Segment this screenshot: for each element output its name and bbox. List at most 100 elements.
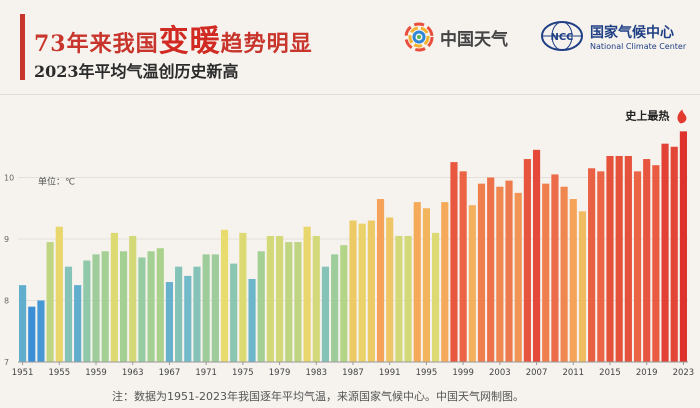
bar-1991 bbox=[386, 217, 394, 362]
x-tick-label: 2015 bbox=[599, 368, 621, 378]
bar-2003 bbox=[496, 186, 504, 362]
page-title: 73年来我国变暖趋势明显 bbox=[34, 16, 313, 60]
title-accent-bar bbox=[20, 14, 25, 80]
y-tick-label: 10 bbox=[4, 174, 14, 183]
bar-2011 bbox=[569, 199, 577, 362]
x-tick-label: 2023 bbox=[673, 368, 695, 378]
page-subtitle: 2023年平均气温创历史新高 bbox=[34, 62, 239, 81]
hottest-annotation: 史上最热 bbox=[625, 108, 669, 122]
bar-1953 bbox=[37, 300, 45, 362]
bar-1999 bbox=[459, 171, 467, 362]
bar-1985 bbox=[331, 254, 339, 362]
x-tick-label: 1955 bbox=[48, 368, 70, 378]
bar-1968 bbox=[175, 266, 183, 362]
bar-1978 bbox=[266, 235, 274, 362]
bar-1958 bbox=[83, 260, 91, 362]
bar-1952 bbox=[28, 306, 36, 362]
x-tick-label: 1963 bbox=[122, 368, 144, 378]
bar-1962 bbox=[119, 251, 128, 362]
bar-1998 bbox=[450, 162, 458, 362]
bar-2019 bbox=[643, 159, 651, 362]
bar-1973 bbox=[220, 229, 229, 362]
bar-2022 bbox=[670, 146, 678, 362]
y-tick-label: 8 bbox=[4, 297, 9, 306]
bar-2002 bbox=[487, 177, 495, 362]
bar-2007 bbox=[532, 149, 541, 362]
ncc-name-cn: 国家气候中心 bbox=[590, 24, 674, 41]
x-tick-label: 1959 bbox=[85, 368, 107, 378]
bar-2014 bbox=[597, 171, 605, 362]
bar-2005 bbox=[514, 192, 522, 362]
title-emphasis: 变暖 bbox=[158, 24, 221, 59]
bar-2012 bbox=[578, 211, 587, 362]
title-part1: 73年来我国 bbox=[34, 31, 159, 57]
bar-1990 bbox=[376, 199, 385, 362]
bar-1993 bbox=[404, 235, 412, 362]
bar-2021 bbox=[661, 143, 669, 362]
x-tick-label: 1987 bbox=[342, 368, 364, 378]
bar-1995 bbox=[422, 208, 431, 362]
bar-1974 bbox=[230, 263, 238, 362]
flame-icon bbox=[677, 109, 687, 124]
ncc-badge-text: NCC bbox=[550, 32, 573, 43]
bar-2013 bbox=[588, 168, 596, 362]
bar-1982 bbox=[303, 226, 311, 362]
bar-1951 bbox=[19, 285, 27, 362]
bar-1970 bbox=[193, 266, 201, 362]
bar-1975 bbox=[239, 232, 247, 362]
bar-1961 bbox=[110, 232, 118, 362]
bar-1980 bbox=[285, 242, 293, 362]
bar-2001 bbox=[477, 183, 486, 362]
x-tick-label: 1991 bbox=[379, 368, 401, 378]
bar-1976 bbox=[248, 278, 256, 362]
source-footnote: 注：数据为1951-2023年我国逐年平均气温，来源国家气候中心。中国天气网制图… bbox=[112, 390, 524, 403]
ncc-globe-icon: NCC bbox=[541, 21, 583, 51]
bar-1971 bbox=[202, 254, 210, 362]
bar-1986 bbox=[340, 245, 348, 362]
bar-2023 bbox=[679, 131, 687, 362]
header-divider bbox=[0, 94, 700, 95]
x-tick-label: 1975 bbox=[232, 368, 254, 378]
x-tick-label: 2007 bbox=[526, 368, 548, 378]
bar-1997 bbox=[441, 202, 449, 362]
bar-2010 bbox=[560, 186, 568, 362]
bar-1994 bbox=[413, 202, 421, 362]
bar-1969 bbox=[184, 275, 192, 362]
bar-2009 bbox=[551, 174, 559, 362]
bar-2020 bbox=[652, 165, 660, 362]
x-tick-label: 1999 bbox=[452, 368, 474, 378]
weather-cn-logo: 中国天气 bbox=[404, 22, 508, 52]
bar-1977 bbox=[257, 251, 265, 362]
bar-1965 bbox=[147, 251, 155, 362]
x-tick-label: 2019 bbox=[636, 368, 658, 378]
bar-1983 bbox=[312, 235, 320, 362]
header: 73年来我国变暖趋势明显 2023年平均气温创历史新高 中国天气 NCC 国家气… bbox=[0, 0, 700, 92]
bar-1987 bbox=[349, 220, 357, 362]
x-tick-label: 2003 bbox=[489, 368, 511, 378]
bar-1959 bbox=[92, 254, 100, 362]
bar-1988 bbox=[358, 223, 366, 362]
bar-1972 bbox=[211, 254, 219, 362]
bar-1996 bbox=[432, 232, 440, 362]
bar-1954 bbox=[46, 242, 54, 362]
weather-cn-name: 中国天气 bbox=[440, 29, 508, 50]
bar-2016 bbox=[615, 155, 623, 362]
x-tick-label: 1979 bbox=[269, 368, 291, 378]
bar-2004 bbox=[505, 180, 513, 362]
y-tick-label: 9 bbox=[4, 235, 9, 244]
unit-label: 单位：℃ bbox=[38, 176, 75, 188]
bar-1964 bbox=[138, 257, 146, 362]
bar-1981 bbox=[294, 242, 302, 362]
bar-2008 bbox=[542, 183, 550, 362]
bar-2017 bbox=[624, 155, 632, 362]
x-tick-label: 1983 bbox=[305, 368, 327, 378]
bar-1963 bbox=[129, 235, 137, 362]
bar-1992 bbox=[395, 235, 403, 362]
bar-1955 bbox=[55, 226, 63, 362]
bar-2000 bbox=[468, 205, 476, 362]
bar-1966 bbox=[156, 248, 164, 362]
x-tick-label: 2011 bbox=[562, 368, 584, 378]
bar-1957 bbox=[74, 285, 82, 362]
title-part3: 趋势明显 bbox=[220, 31, 313, 57]
bar-1984 bbox=[321, 266, 330, 362]
